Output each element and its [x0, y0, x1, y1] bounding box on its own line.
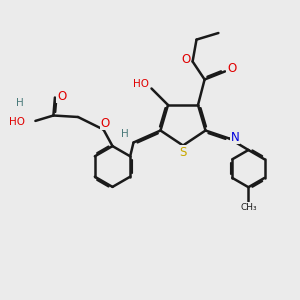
Text: CH₃: CH₃: [240, 203, 257, 212]
Text: H: H: [121, 129, 129, 139]
Text: O: O: [100, 116, 109, 130]
Text: HO: HO: [133, 79, 149, 89]
Text: S: S: [179, 146, 187, 159]
Text: N: N: [230, 130, 239, 144]
Text: H: H: [16, 98, 24, 109]
Text: HO: HO: [9, 117, 25, 128]
Text: O: O: [57, 89, 66, 103]
Text: O: O: [182, 52, 190, 66]
Text: O: O: [227, 62, 236, 76]
